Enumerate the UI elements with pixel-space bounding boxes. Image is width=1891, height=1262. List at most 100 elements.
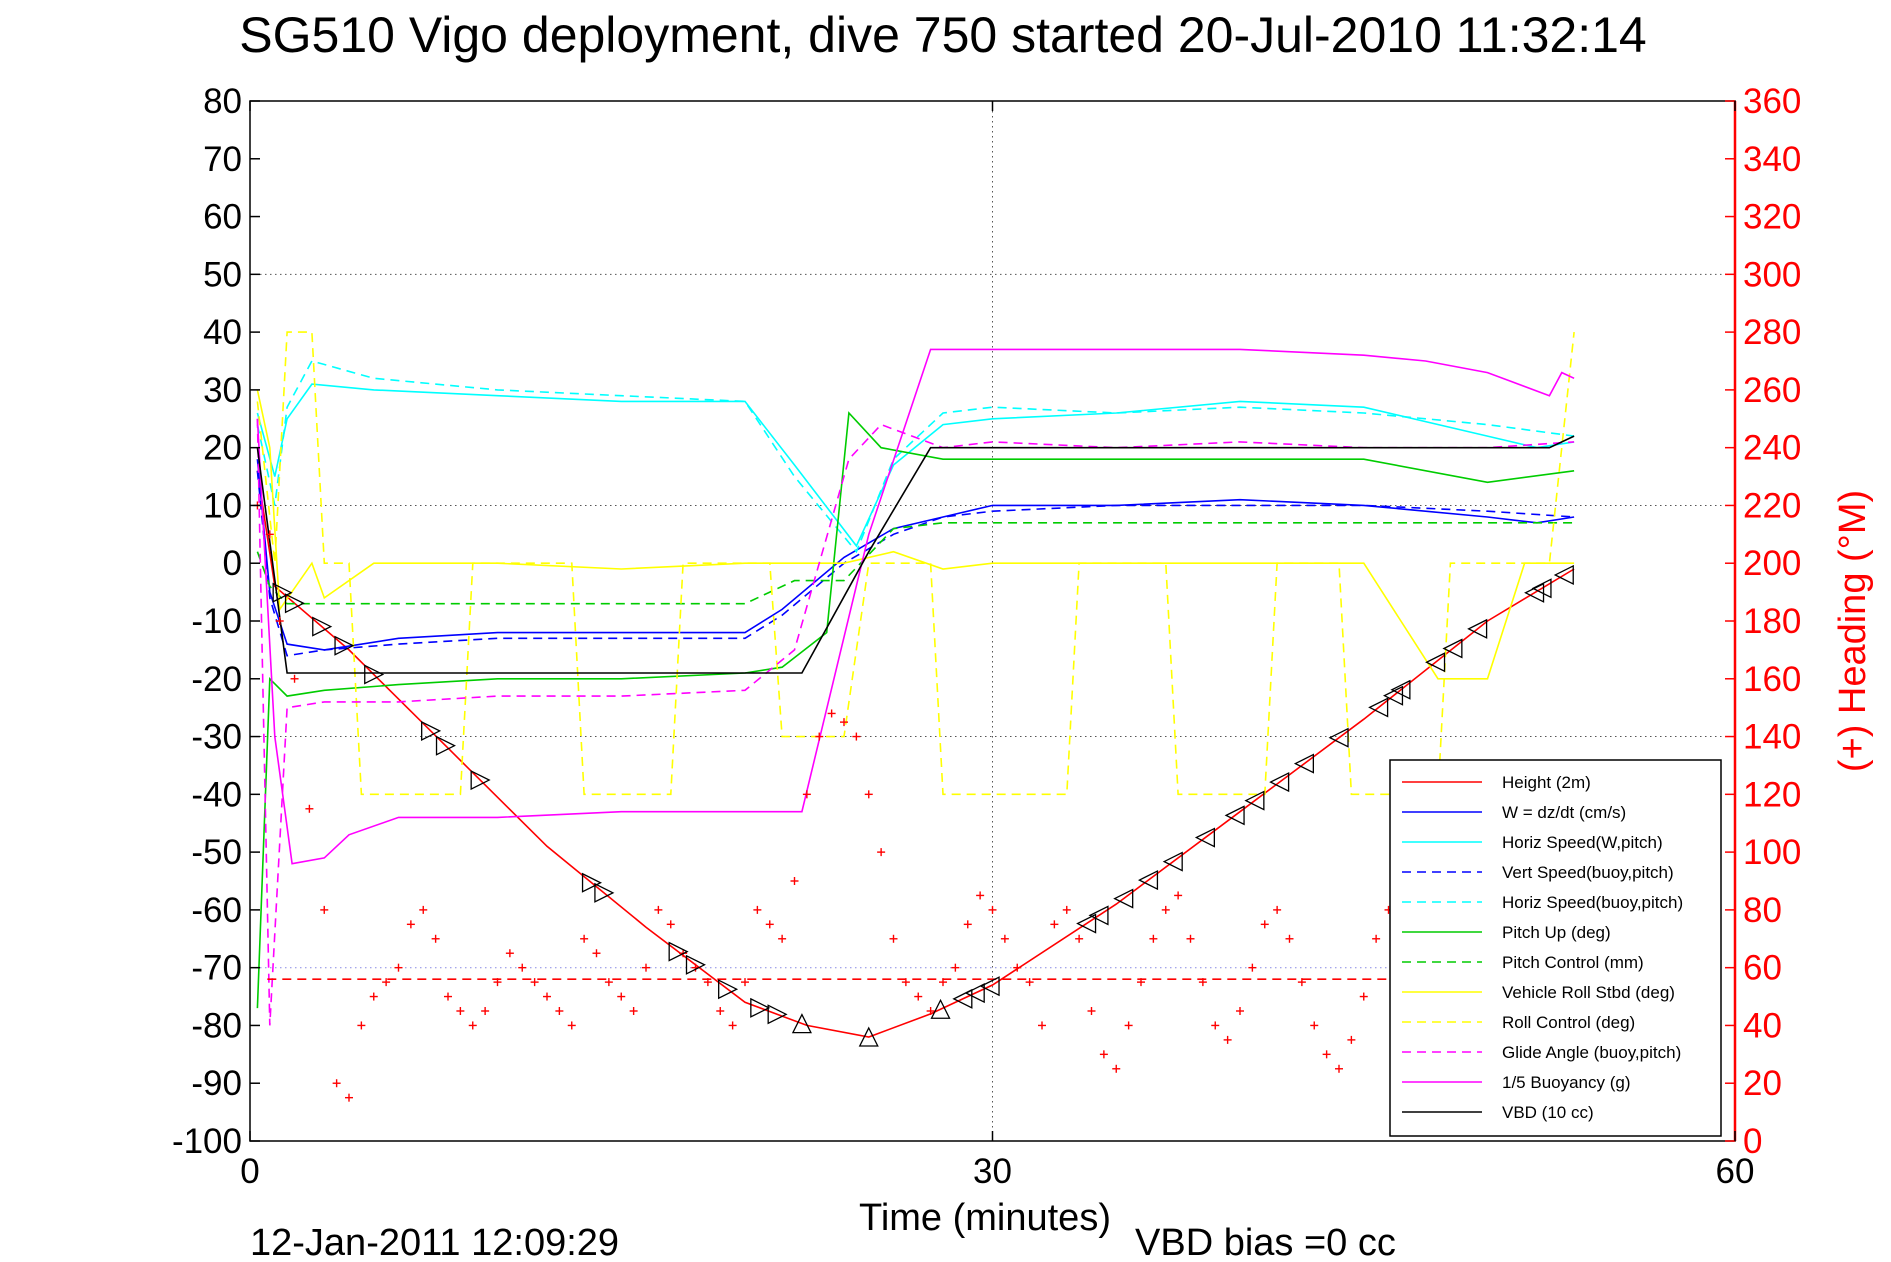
- heading-point: [1372, 934, 1381, 943]
- heading-point: [275, 617, 284, 625]
- left-tick-label: -80: [191, 1006, 242, 1045]
- triangle-marker-layer: [272, 564, 1574, 1047]
- heading-point: [926, 1007, 935, 1015]
- heading-point: [369, 992, 378, 1001]
- series-line-1-5-buoyancy-g: [256, 348, 1575, 865]
- legend-item: Horiz Speed(buoy,pitch): [1402, 893, 1683, 912]
- heading-point: [864, 790, 873, 799]
- triangle-marker: [791, 1013, 812, 1034]
- triangle-marker: [1113, 888, 1134, 909]
- heading-point: [642, 963, 650, 972]
- left-tick-label: 20: [203, 429, 242, 468]
- heading-point: [518, 963, 527, 972]
- heading-point: [939, 978, 947, 987]
- heading-point: [1297, 978, 1306, 987]
- left-tick-label: -20: [191, 660, 242, 699]
- heading-point: [1149, 934, 1158, 943]
- triangle-marker: [952, 988, 973, 1009]
- legend-item: Vehicle Roll Stbd (deg): [1402, 983, 1675, 1002]
- triangle-marker: [767, 1004, 788, 1025]
- heading-point: [1273, 905, 1282, 914]
- legend-item: Glide Angle (buoy,pitch): [1402, 1043, 1681, 1062]
- triangle-marker: [284, 593, 306, 614]
- left-tick-label: 60: [203, 198, 242, 237]
- heading-point: [1112, 1064, 1121, 1073]
- legend-item: Horiz Speed(W,pitch): [1402, 833, 1663, 852]
- right-tick-label: 340: [1743, 140, 1801, 179]
- heading-point: [580, 934, 589, 943]
- heading-point: [543, 992, 551, 1001]
- heading-point: [1211, 1021, 1220, 1030]
- series-line-roll-control-deg: [256, 331, 1575, 796]
- heading-point: [382, 978, 391, 987]
- x-tick-label: 0: [240, 1152, 259, 1191]
- heading-point: [530, 978, 539, 987]
- heading-point: [419, 905, 428, 914]
- right-tick-label: 300: [1743, 255, 1801, 294]
- heading-point: [976, 891, 985, 900]
- triangle-marker: [435, 735, 456, 756]
- right-tick-label: 180: [1743, 602, 1801, 641]
- triangle-marker: [421, 720, 442, 741]
- triangle-marker: [334, 635, 355, 656]
- triangle-marker: [1224, 805, 1245, 826]
- triangle-marker: [930, 998, 951, 1019]
- triangle-marker: [272, 582, 293, 603]
- legend-box: [1389, 759, 1722, 1137]
- series-line-pitch-control-mm: [256, 521, 1575, 605]
- heading-point: [290, 674, 299, 683]
- right-tick-label: 120: [1743, 775, 1801, 814]
- heading-point: [1025, 978, 1034, 987]
- heading-point: [394, 963, 403, 972]
- legend-label: Roll Control (deg): [1502, 1013, 1635, 1032]
- left-tick-label: -30: [191, 718, 242, 757]
- heading-point: [1050, 920, 1059, 929]
- heading-point: [802, 790, 811, 799]
- left-tick-label: -10: [191, 602, 242, 641]
- x-axis-ticks: 0 30 60: [240, 101, 1754, 1191]
- triangle-marker: [1425, 652, 1446, 673]
- legend-item: Pitch Up (deg): [1402, 923, 1611, 942]
- left-tick-label: -70: [191, 949, 242, 988]
- heading-point: [840, 718, 848, 727]
- heading-point: [345, 1093, 353, 1102]
- left-tick-label: 40: [203, 313, 242, 352]
- left-tick-label: -60: [191, 891, 242, 930]
- footer-date: 12-Jan-2011 12:09:29: [250, 1222, 619, 1262]
- heading-point: [703, 978, 712, 987]
- right-tick-label: 0: [1743, 1122, 1762, 1161]
- legend-item: 1/5 Buoyancy (g): [1402, 1073, 1631, 1092]
- heading-point: [1223, 1035, 1232, 1044]
- heading-point: [629, 1007, 638, 1015]
- left-tick-label: 70: [203, 140, 242, 179]
- heading-point: [444, 992, 452, 1001]
- legend-label: Horiz Speed(buoy,pitch): [1502, 893, 1683, 912]
- heading-point: [1062, 905, 1071, 914]
- triangle-marker: [1368, 697, 1389, 718]
- legend-items: Height (2m) W = dz/dt (cm/s) Horiz Speed(W…: [1402, 773, 1683, 1122]
- legend-label: W = dz/dt (cm/s): [1502, 803, 1626, 822]
- heading-point: [505, 949, 514, 958]
- triangle-marker: [594, 882, 615, 903]
- heading-point: [1248, 963, 1257, 972]
- series-line-vehicle-roll-stbd-deg: [256, 389, 1575, 680]
- heading-point: [790, 877, 799, 885]
- left-tick-label: 80: [203, 82, 242, 121]
- footer-vbd-bias: VBD bias =0 cc: [1135, 1222, 1396, 1262]
- left-tick-label: -50: [191, 833, 242, 872]
- heading-point: [765, 920, 774, 929]
- heading-point: [320, 905, 329, 914]
- heading-point: [1075, 934, 1084, 943]
- legend-label: Glide Angle (buoy,pitch): [1502, 1043, 1681, 1062]
- legend-item: Pitch Control (mm): [1402, 953, 1644, 972]
- heading-point: [617, 992, 626, 1001]
- legend-item: Vert Speed(buoy,pitch): [1402, 863, 1674, 882]
- triangle-marker: [1088, 905, 1109, 926]
- heading-point: [1000, 934, 1009, 943]
- heading-point: [914, 992, 923, 1001]
- series-line-pitch-up-deg: [256, 411, 1575, 1009]
- right-axis-ticks: 3603403203002802602402202001801601401201…: [1725, 82, 1801, 1161]
- chart-title: SG510 Vigo deployment, dive 750 started …: [239, 7, 1646, 63]
- legend-label: 1/5 Buoyancy (g): [1502, 1073, 1631, 1092]
